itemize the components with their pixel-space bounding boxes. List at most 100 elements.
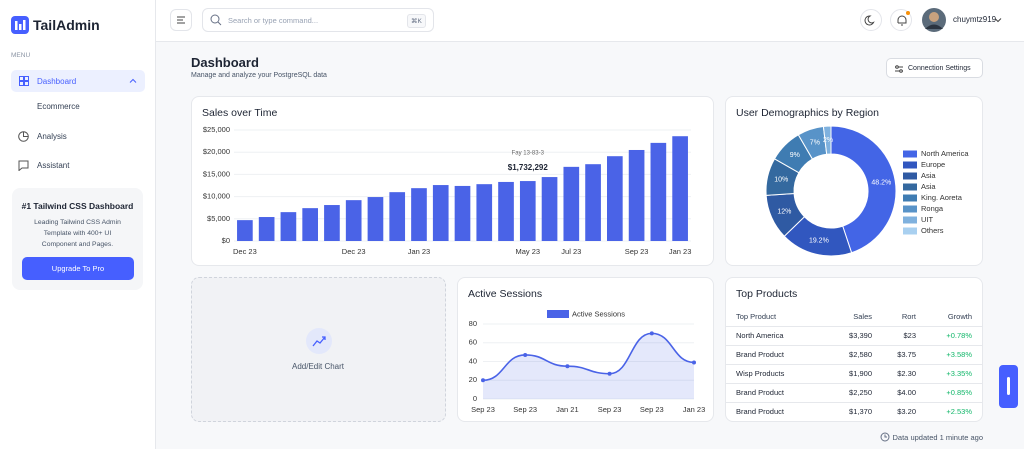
point bbox=[523, 352, 528, 357]
bar bbox=[650, 142, 667, 241]
nav-item[interactable]: Assistant bbox=[37, 161, 70, 170]
y-tick-label: 40 bbox=[469, 356, 477, 365]
data-label: 48.2% bbox=[871, 180, 891, 187]
theme-toggle[interactable] bbox=[860, 9, 882, 31]
legend-label: Asia bbox=[921, 171, 936, 180]
nav-icon bbox=[18, 131, 29, 142]
row-divider bbox=[726, 345, 982, 346]
brand[interactable]: TailAdmin bbox=[33, 17, 100, 33]
sessions-card: Active Sessions 0 20 40 60 80 Sep 23 Sep 23 Jan … bbox=[457, 277, 714, 422]
chart-svg: 0 20 40 60 80 Sep 23 Sep 23 Jan 21 Sep 23 Sep 23 J… bbox=[469, 309, 706, 414]
table-cell: $3,390 bbox=[849, 331, 872, 340]
y-tick-label: $25,000 bbox=[203, 125, 230, 134]
settings-icon bbox=[895, 65, 903, 73]
legend-swatch bbox=[903, 172, 917, 180]
button-label: Connection Settings bbox=[908, 65, 971, 72]
bar bbox=[237, 220, 253, 241]
tooltip-value: $1,732,292 bbox=[508, 163, 549, 172]
upgrade-button[interactable]: Upgrade To Pro bbox=[22, 257, 134, 280]
point bbox=[565, 364, 570, 369]
bar bbox=[280, 212, 297, 241]
y-tick-label: 80 bbox=[469, 319, 477, 328]
data-label: 9% bbox=[790, 152, 800, 159]
row-divider bbox=[726, 383, 982, 384]
bar bbox=[541, 177, 558, 241]
nav-item-active[interactable]: Dashboard bbox=[11, 70, 145, 92]
chart-icon bbox=[306, 328, 332, 354]
menu-icon bbox=[177, 16, 185, 24]
chart-svg: $0 $5,000 $10,000 $15,000 $20,000 $25,000 Dec … bbox=[203, 125, 692, 256]
shortcut: ⌘K bbox=[407, 14, 426, 28]
search-placeholder: Search or type command... bbox=[228, 16, 319, 25]
nav-sub-item[interactable]: Ecommerce bbox=[37, 102, 80, 111]
x-tick-label: Jan 23 bbox=[408, 247, 431, 256]
tooltip-title: Fay 13-83-3 bbox=[512, 151, 545, 157]
y-tick-label: 0 bbox=[473, 394, 477, 403]
notifications[interactable] bbox=[890, 9, 912, 31]
bar bbox=[672, 136, 688, 241]
legend-swatch bbox=[903, 216, 917, 224]
table-header: Rort bbox=[901, 312, 916, 321]
x-tick-label: Sep 23 bbox=[598, 405, 622, 414]
data-label: 2% bbox=[823, 137, 833, 144]
bar bbox=[324, 205, 340, 241]
footer-status: Data updated 1 minute ago bbox=[892, 433, 983, 442]
row-divider bbox=[726, 364, 982, 365]
floating-tab[interactable] bbox=[999, 365, 1018, 408]
table-cell: Brand Product bbox=[736, 407, 784, 416]
avatar[interactable] bbox=[922, 8, 946, 32]
y-tick-label: 20 bbox=[469, 375, 477, 384]
table-header: Growth bbox=[947, 312, 972, 321]
page-title: Dashboard bbox=[191, 55, 259, 70]
bar bbox=[302, 208, 319, 241]
username[interactable]: chuymtz919 bbox=[953, 15, 997, 24]
data-label: 7% bbox=[810, 139, 820, 146]
bar bbox=[367, 197, 384, 241]
y-tick-label: $10,000 bbox=[203, 192, 230, 201]
bar bbox=[454, 185, 471, 241]
chart-title: Sales over Time bbox=[202, 107, 278, 119]
add-chart-card[interactable]: Add/Edit Chart bbox=[191, 277, 446, 422]
menu-toggle[interactable] bbox=[170, 9, 192, 31]
connection-settings-button[interactable]: Connection Settings bbox=[886, 58, 983, 78]
page-subtitle: Manage and analyze your PostgreSQL data bbox=[191, 72, 327, 79]
legend-swatch bbox=[547, 310, 569, 318]
bar bbox=[432, 185, 449, 241]
menu-label: MENU bbox=[11, 52, 31, 59]
row-divider bbox=[726, 402, 982, 403]
promo-title: #1 Tailwind CSS Dashboard bbox=[21, 201, 134, 211]
table-cell: $23 bbox=[903, 331, 916, 340]
bar bbox=[606, 156, 623, 241]
x-tick-label: Dec 23 bbox=[233, 247, 257, 256]
table-cell: $3.75 bbox=[897, 350, 916, 359]
x-tick-label: Jan 21 bbox=[556, 405, 579, 414]
bar bbox=[258, 217, 275, 241]
table-cell: Brand Product bbox=[736, 350, 784, 359]
donut-segment bbox=[822, 125, 832, 155]
x-tick-label: Sep 23 bbox=[640, 405, 664, 414]
chevron bbox=[129, 78, 137, 83]
table-cell: $2,580 bbox=[849, 350, 872, 359]
search-box[interactable]: Search or type command... ⌘K bbox=[202, 8, 434, 32]
legend-label: Europe bbox=[921, 160, 945, 169]
x-tick-label: May 23 bbox=[515, 247, 540, 256]
y-tick-label: $15,000 bbox=[203, 169, 230, 178]
legend-swatch bbox=[903, 194, 917, 202]
promo-text: Leading Tailwind CSS Admin Template with… bbox=[34, 219, 121, 248]
y-tick-label: $20,000 bbox=[203, 147, 230, 156]
legend-swatch bbox=[903, 183, 917, 191]
add-chart-label: Add/Edit Chart bbox=[291, 362, 345, 371]
table-cell: +0.85% bbox=[946, 388, 972, 397]
chart-svg: 48.2% 19.2% 12% 10% 9% 7% 2% North America Europ… bbox=[765, 125, 969, 257]
x-tick-label: Jan 23 bbox=[683, 405, 706, 414]
y-tick-label: 60 bbox=[469, 338, 477, 347]
area bbox=[483, 333, 694, 399]
x-tick-label: Sep 23 bbox=[625, 247, 649, 256]
nav-item[interactable]: Analysis bbox=[37, 132, 67, 141]
sales-card: Sales over Time $0 $5,000 $10,000 $15,000 $20… bbox=[191, 96, 714, 266]
legend-label: North America bbox=[921, 149, 969, 158]
data-label: 10% bbox=[774, 176, 788, 183]
promo-card: #1 Tailwind CSS Dashboard Leading Tailwi… bbox=[12, 188, 143, 290]
clock-icon bbox=[880, 432, 890, 442]
chart-title: User Demographics by Region bbox=[736, 107, 879, 119]
